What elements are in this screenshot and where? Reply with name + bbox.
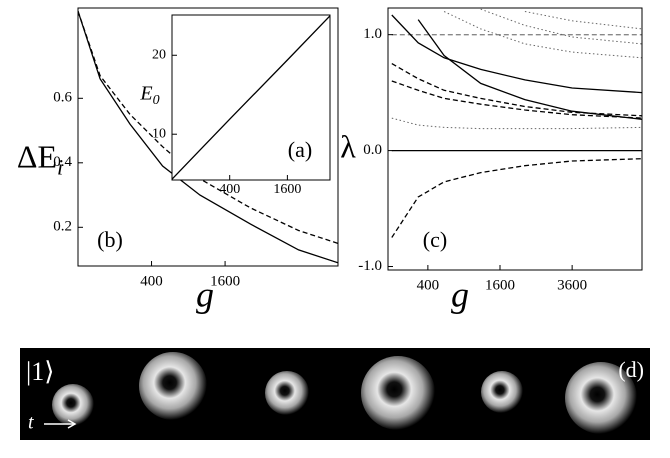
series-line: [392, 118, 642, 129]
y-axis-label: E0: [139, 83, 159, 109]
state-label: |1⟩: [26, 357, 54, 386]
series-line: [392, 159, 642, 238]
panel-label: (a): [288, 137, 312, 162]
y-tick-label: 20: [152, 47, 166, 62]
blob: [265, 371, 309, 415]
x-tick-label: 1600: [273, 182, 301, 197]
series-line: [392, 15, 642, 93]
x-axis-label: g: [196, 274, 214, 314]
x-tick-label: 400: [417, 277, 440, 293]
y-axis-label: λ: [340, 128, 356, 164]
y-axis-label: ΔEi: [17, 138, 63, 179]
series-line: [481, 9, 642, 44]
x-axis-label: g: [451, 274, 469, 314]
series-line: [392, 81, 642, 118]
y-axis-label-sub: i: [57, 155, 63, 180]
panel-label: (d): [618, 357, 644, 382]
blob: [361, 356, 435, 430]
series-line: [525, 12, 642, 29]
x-tick-label: 400: [140, 273, 163, 289]
blob: [481, 371, 523, 413]
x-tick-label: 1600: [210, 273, 240, 289]
x-tick-label: 3600: [557, 277, 587, 293]
y-tick-label: 0.6: [53, 90, 72, 106]
image-panel: [20, 348, 650, 440]
blob: [139, 352, 207, 420]
y-tick-label: -1.0: [358, 258, 382, 274]
y-tick-label: 1.0: [363, 26, 382, 42]
y-tick-label: 10: [152, 126, 166, 141]
time-label: t: [28, 412, 34, 434]
y-tick-label: 0.2: [53, 219, 72, 235]
blob: [52, 384, 94, 426]
panel-label: (b): [97, 227, 123, 252]
y-tick-label: 0.0: [363, 142, 382, 158]
x-tick-label: 400: [219, 182, 240, 197]
panel-label: (c): [423, 227, 447, 252]
figure: |1⟩ (d) t 40016000.20.40.6ΔEig(b)4001600…: [0, 0, 670, 458]
y-axis-label-sub: 0: [153, 93, 160, 108]
x-tick-label: 1600: [485, 277, 515, 293]
